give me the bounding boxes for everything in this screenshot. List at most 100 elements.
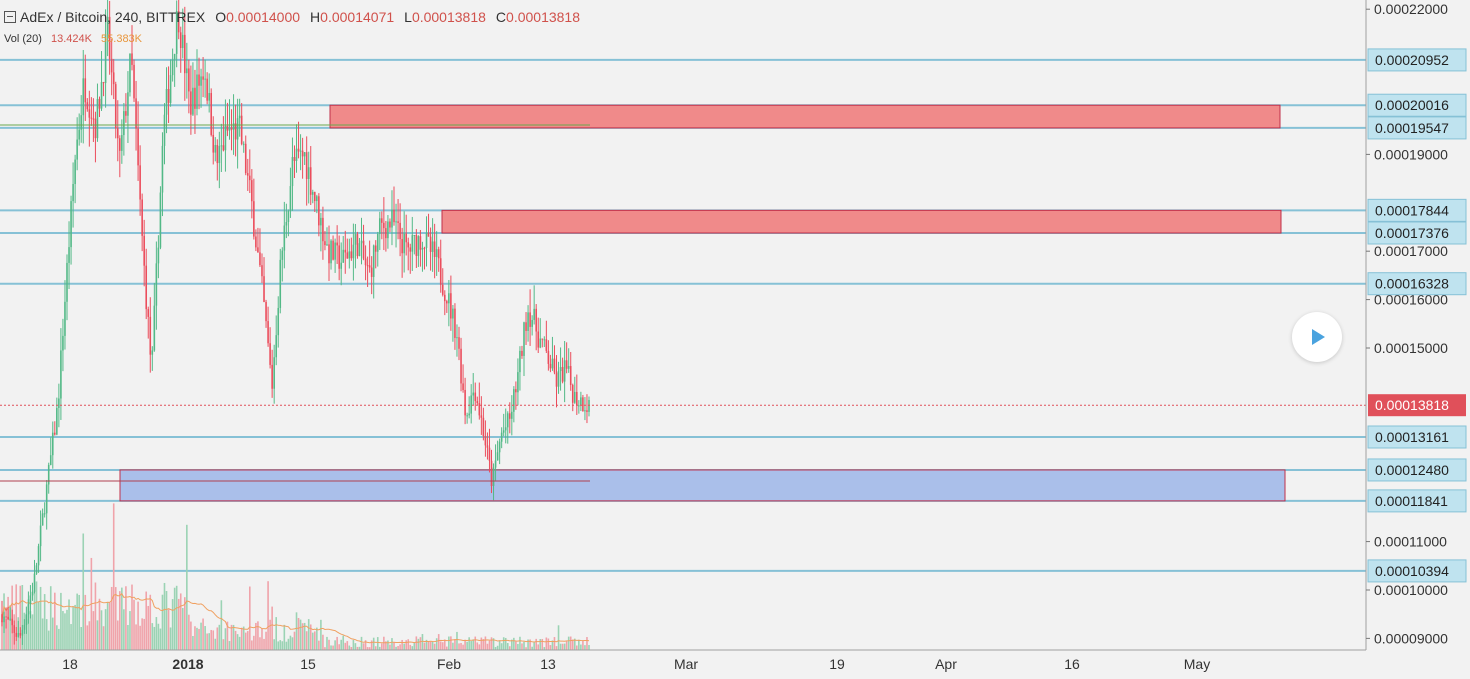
replay-play-button[interactable] (1292, 312, 1342, 362)
volume-bar (9, 605, 11, 650)
candle-3 (7, 606, 9, 621)
candle-121 (246, 158, 249, 191)
volume-bar (139, 625, 141, 650)
candle-body (557, 371, 560, 387)
volume-bar (181, 608, 184, 650)
candle-body (200, 76, 202, 86)
volume-bar (318, 640, 320, 650)
volume-bar (7, 596, 9, 650)
candle-96 (196, 49, 198, 116)
symbol-title[interactable]: AdEx / Bitcoin, 240, BITTREX (20, 9, 206, 25)
volume-bar (58, 628, 60, 650)
candle-214 (435, 231, 438, 276)
candle-body (403, 233, 405, 254)
volume-bar (452, 642, 454, 650)
candle-106 (216, 139, 219, 181)
candle-269 (547, 340, 550, 371)
volume-bar (303, 622, 306, 650)
candle-body (559, 367, 562, 372)
candle-11 (23, 619, 26, 634)
candle-166 (338, 235, 340, 281)
volume-bar (330, 645, 332, 650)
volume-bar (96, 620, 99, 650)
volume-bar (248, 586, 251, 650)
candle-145 (295, 124, 298, 173)
candle-27 (56, 397, 58, 436)
volume-bar (537, 644, 540, 650)
candle-20 (41, 508, 44, 526)
candle-body (311, 191, 314, 195)
candle-body (45, 484, 48, 514)
volume-bar (214, 638, 217, 650)
candle-19 (39, 510, 42, 562)
candle-229 (466, 412, 468, 424)
candle-209 (425, 216, 428, 267)
candle-18 (37, 543, 40, 573)
candle-7 (15, 626, 18, 641)
candle-body (551, 358, 554, 369)
volume-bar (399, 644, 401, 650)
candle-152 (309, 146, 312, 206)
volume-bar (578, 639, 580, 650)
volume-bar (551, 640, 554, 650)
candle-203 (413, 234, 416, 255)
candle-body (159, 192, 162, 248)
candle-body (1, 614, 3, 623)
y-tick-label: 0.00011000 (1374, 534, 1447, 550)
candle-body (555, 372, 558, 387)
volume-bar (490, 637, 493, 650)
x-tick-label: Mar (674, 656, 698, 672)
candle-284 (578, 400, 580, 414)
volume-bar (259, 637, 261, 650)
candle-235 (478, 382, 481, 420)
volume-bar (405, 640, 407, 650)
volume-bar (415, 636, 418, 650)
candle-body (234, 123, 237, 140)
candle-body (66, 262, 68, 302)
volume-bar (273, 639, 275, 650)
candle-182 (370, 256, 373, 295)
volume-bar (513, 637, 515, 650)
candle-body (137, 128, 139, 166)
candle-276 (561, 357, 564, 384)
candle-238 (484, 420, 487, 457)
volume-bar (171, 599, 174, 650)
candle-body (561, 367, 564, 382)
chart-header: AdEx / Bitcoin, 240, BITTREX O 0.00014000… (4, 9, 580, 25)
candle-body (283, 225, 286, 251)
candle-body (504, 427, 507, 431)
candle-198 (403, 211, 405, 273)
volume-bar (251, 640, 253, 650)
candle-35 (72, 162, 74, 228)
candle-271 (551, 336, 554, 371)
volume-bar (563, 643, 566, 650)
candle-body (299, 150, 302, 152)
candle-241 (490, 449, 493, 494)
x-tick-label: May (1184, 656, 1210, 672)
candle-239 (486, 432, 489, 460)
volume-bar (194, 626, 196, 650)
candle-253 (515, 381, 517, 410)
candle-body (519, 350, 521, 373)
candle-30 (62, 318, 64, 372)
candle-body (407, 242, 410, 248)
candle-body (309, 167, 312, 195)
candle-body (588, 399, 590, 412)
candle-body (431, 241, 434, 252)
volume-bar (255, 622, 257, 650)
volume-bar (439, 641, 442, 650)
candle-1 (3, 611, 5, 634)
candle-217 (441, 268, 444, 297)
candle-40 (82, 49, 85, 144)
volume-bar (167, 609, 170, 650)
candle-body (127, 92, 129, 116)
volume-bar (456, 631, 458, 650)
candle-154 (313, 191, 316, 212)
candle-24 (49, 437, 52, 466)
candle-body (545, 339, 548, 351)
candle-162 (330, 239, 332, 270)
candle-body (332, 240, 334, 260)
collapse-icon[interactable] (4, 11, 16, 23)
candle-102 (208, 73, 210, 113)
